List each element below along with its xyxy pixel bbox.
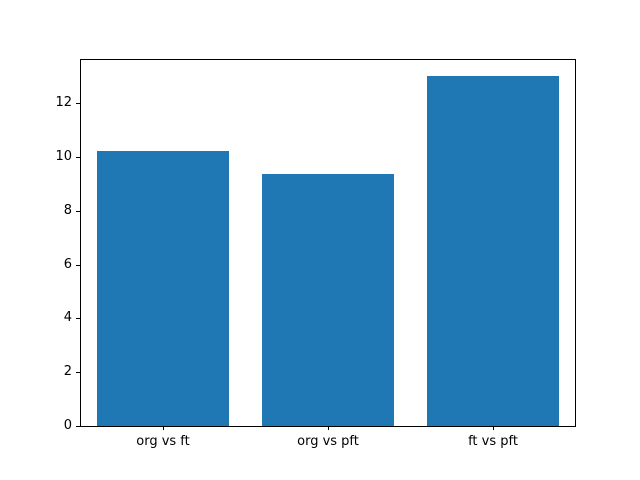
y-tick-mark: [76, 211, 80, 212]
y-tick-label: 0: [63, 418, 72, 433]
y-tick-label: 12: [55, 95, 72, 110]
bar-org-vs-pft: [262, 174, 394, 426]
y-tick-label: 8: [63, 203, 72, 218]
y-tick-mark: [76, 265, 80, 266]
y-tick-label: 2: [63, 364, 72, 379]
bar-ft-vs-pft: [427, 76, 559, 426]
y-tick-label: 10: [55, 149, 72, 164]
x-tick-label: ft vs pft: [468, 434, 518, 449]
x-tick-mark: [493, 426, 494, 430]
x-tick-label: org vs pft: [297, 434, 359, 449]
y-tick-mark: [76, 103, 80, 104]
x-tick-mark: [328, 426, 329, 430]
y-tick-label: 6: [63, 257, 72, 272]
y-tick-mark: [76, 372, 80, 373]
x-tick-label: org vs ft: [136, 434, 190, 449]
plot-area: [80, 59, 576, 427]
y-tick-label: 4: [63, 310, 72, 325]
y-tick-mark: [76, 318, 80, 319]
x-tick-mark: [163, 426, 164, 430]
y-tick-mark: [76, 157, 80, 158]
y-tick-mark: [76, 426, 80, 427]
bar-org-vs-ft: [97, 151, 229, 426]
